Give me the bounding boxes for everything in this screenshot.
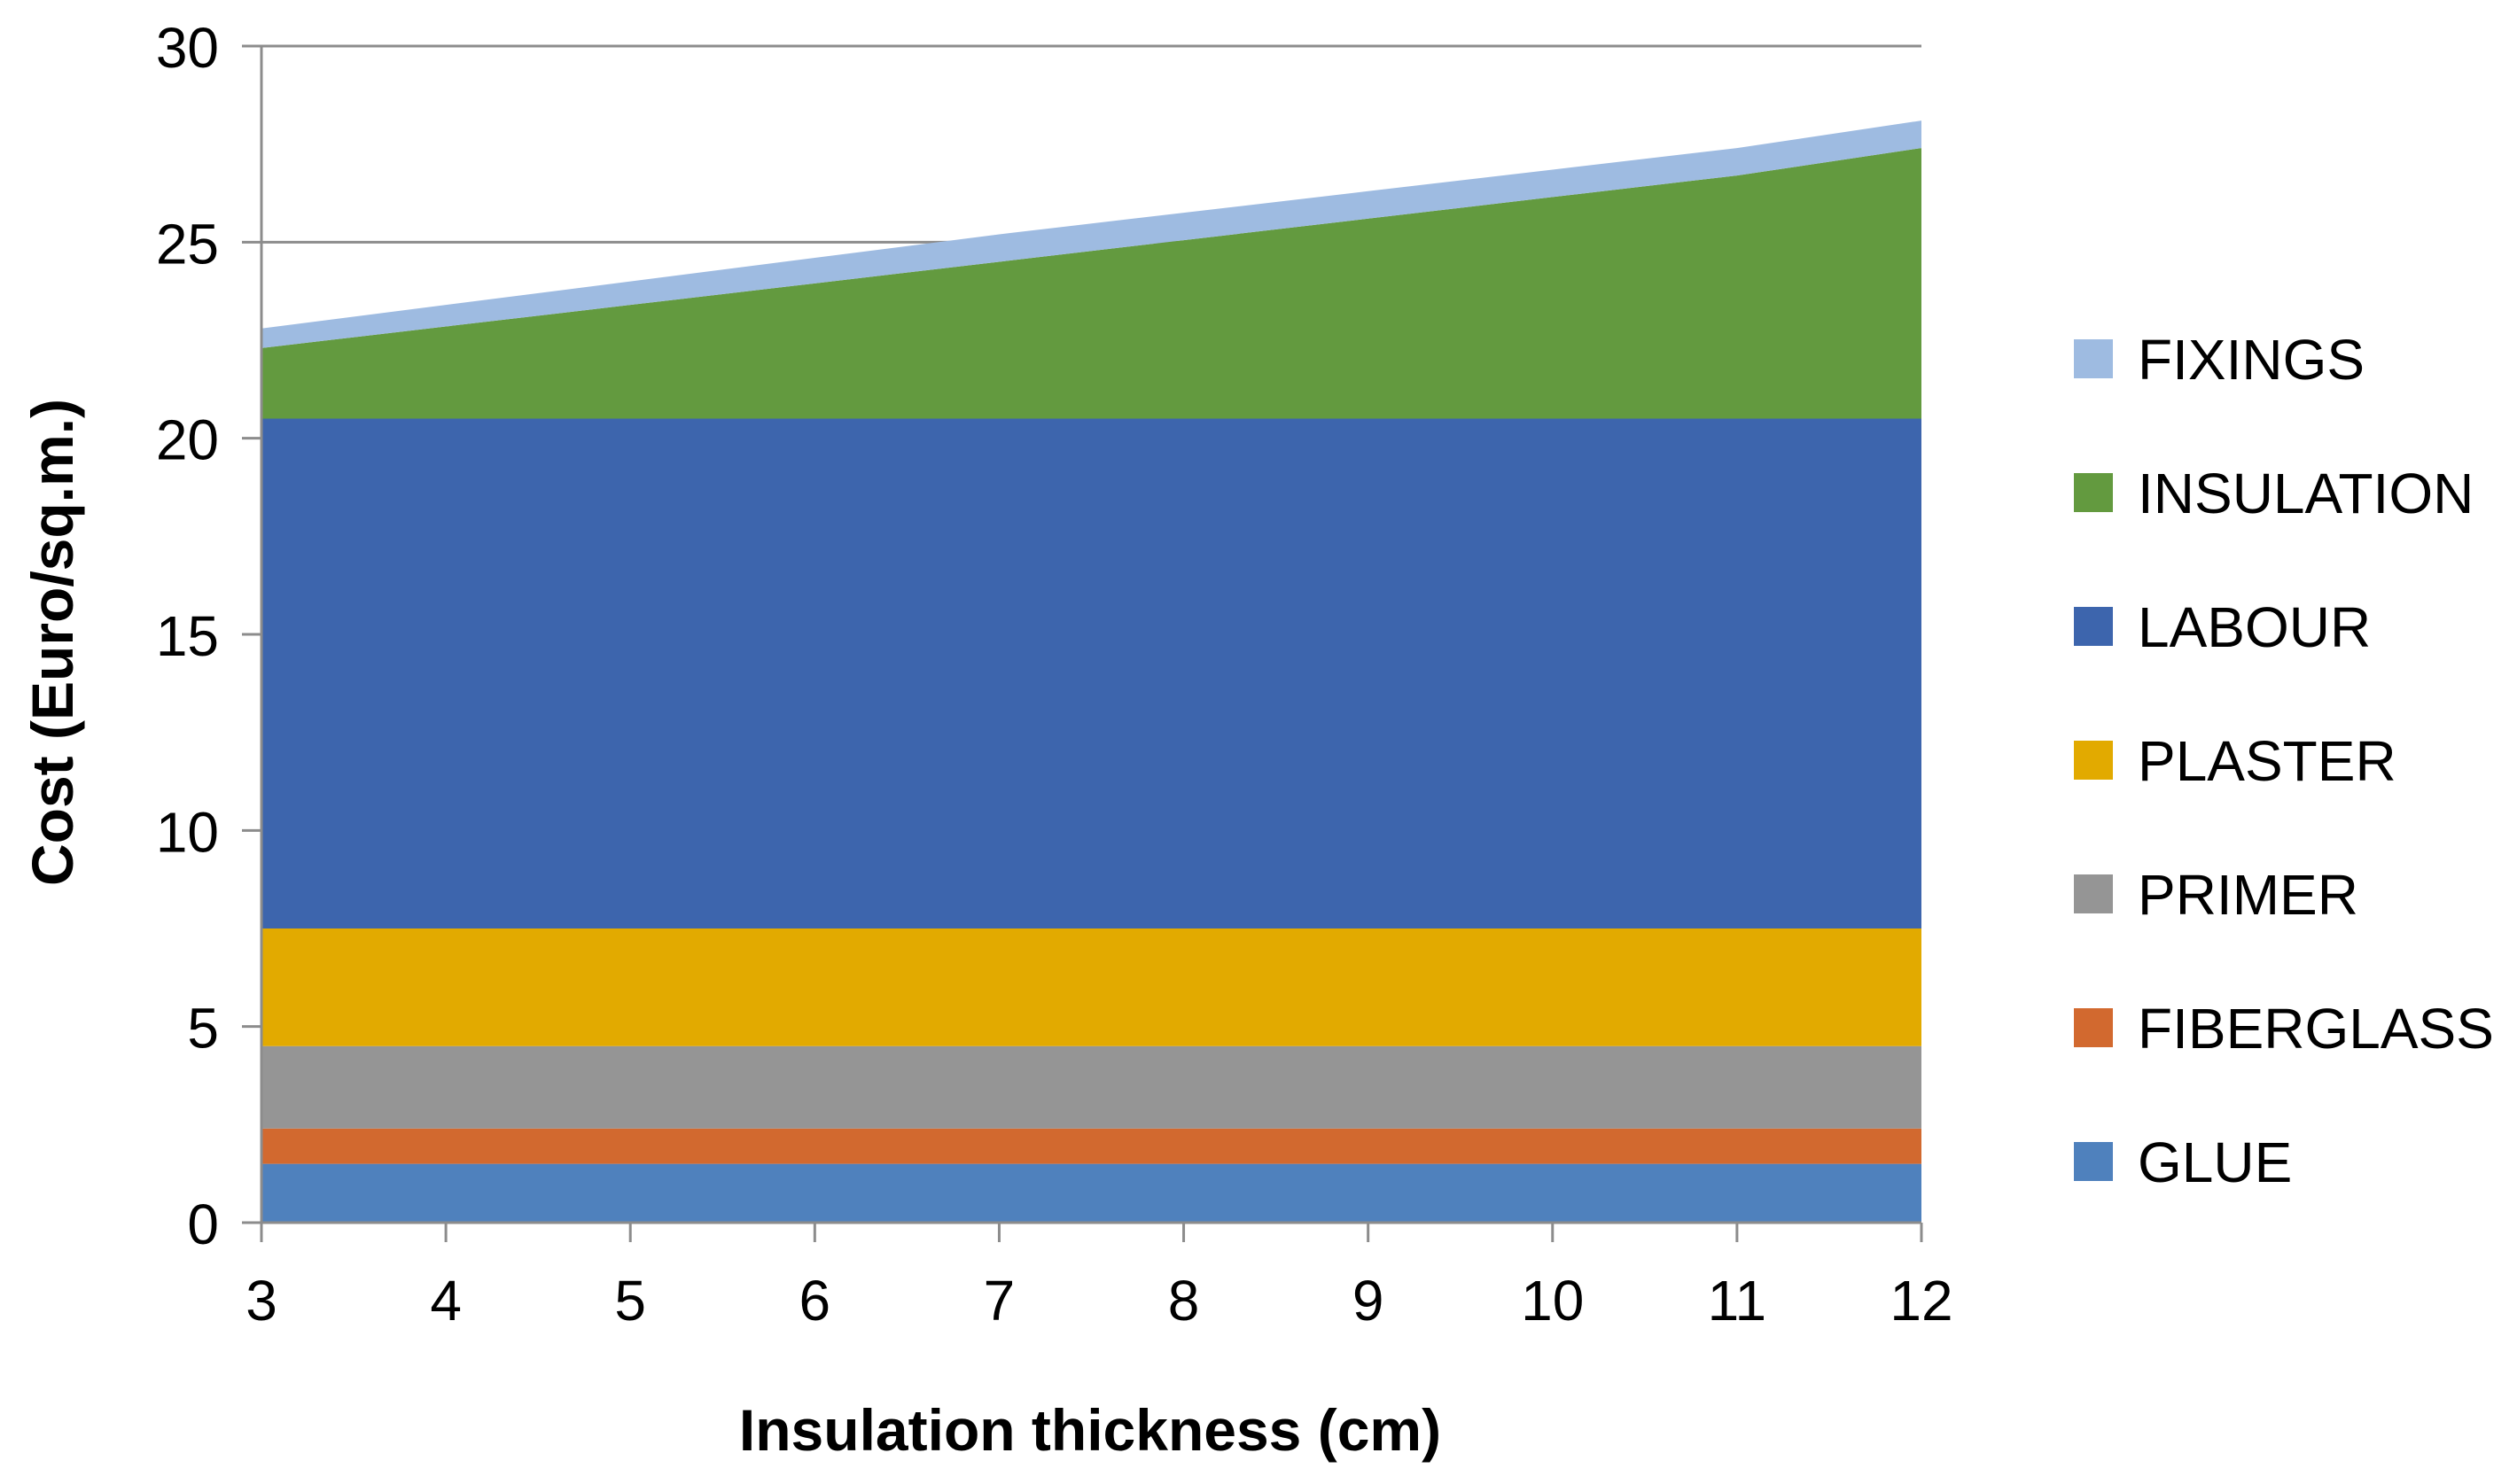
axes: [242, 44, 1923, 1242]
x-tick-label-5: 5: [614, 1269, 646, 1332]
tick-labels: 0 5 10 15 20 25 30 3 4 5 6 7 8 9 10 11 12: [156, 16, 1953, 1332]
legend-label-glue: GLUE: [2138, 1130, 2292, 1194]
legend-label-primer: PRIMER: [2138, 863, 2358, 927]
x-tick-label-4: 4: [430, 1269, 462, 1332]
y-axis-title: Cost (Euro/sq.m.): [19, 399, 85, 886]
legend-swatch-plaster: [2074, 741, 2113, 780]
y-tick-label-15: 15: [156, 604, 219, 668]
area-plaster: [261, 928, 1921, 1046]
legend-label-fiberglass: FIBERGLASS: [2138, 997, 2494, 1061]
legend-label-fixings: FIXINGS: [2138, 328, 2365, 392]
legend: FIXINGS INSULATION LABOUR PLASTER PRIMER FIBE…: [2074, 328, 2494, 1194]
y-tick-label-20: 20: [156, 408, 219, 472]
legend-label-plaster: PLASTER: [2138, 729, 2396, 793]
legend-swatch-labour: [2074, 607, 2113, 646]
area-series: [261, 120, 1921, 1223]
x-tick-label-9: 9: [1352, 1269, 1384, 1332]
x-axis-title: Insulation thickness (cm): [739, 1397, 1441, 1463]
area-fiberglass: [261, 1128, 1921, 1164]
legend-swatch-glue: [2074, 1142, 2113, 1181]
y-tick-label-5: 5: [187, 997, 219, 1061]
x-tick-label-10: 10: [1521, 1269, 1584, 1332]
area-insulation: [261, 148, 1921, 419]
x-tick-label-8: 8: [1168, 1269, 1200, 1332]
legend-label-insulation: INSULATION: [2138, 462, 2474, 525]
y-tick-label-10: 10: [156, 800, 219, 864]
area-primer: [261, 1045, 1921, 1129]
area-fixings: [261, 120, 1921, 348]
x-tick-label-6: 6: [799, 1269, 831, 1332]
legend-swatch-fixings: [2074, 339, 2113, 378]
y-tick-label-25: 25: [156, 212, 219, 276]
x-tick-label-7: 7: [984, 1269, 1016, 1332]
x-tick-label-12: 12: [1890, 1269, 1952, 1332]
legend-swatch-primer: [2074, 874, 2113, 913]
legend-swatch-insulation: [2074, 473, 2113, 512]
x-tick-label-11: 11: [1708, 1269, 1766, 1332]
area-labour: [261, 418, 1921, 928]
y-tick-label-0: 0: [187, 1193, 219, 1256]
area-glue: [261, 1163, 1921, 1223]
legend-swatch-fiberglass: [2074, 1008, 2113, 1047]
y-tick-label-30: 30: [156, 16, 219, 80]
legend-label-labour: LABOUR: [2138, 595, 2371, 659]
x-tick-label-3: 3: [245, 1269, 277, 1332]
